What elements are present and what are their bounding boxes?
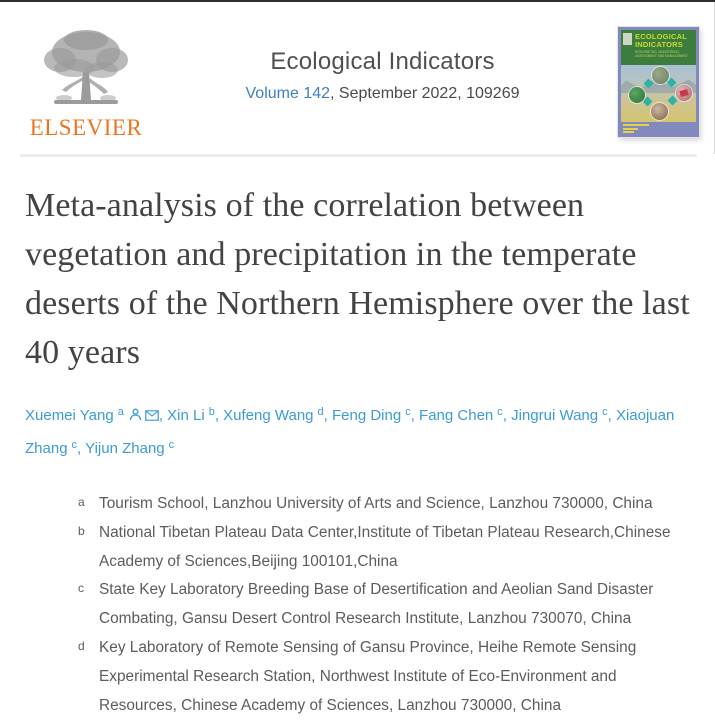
author-name-link[interactable]: Yijun Zhang (85, 440, 165, 457)
affiliation-item: d Key Laboratory of Remote Sensing of Gan… (78, 634, 691, 720)
author-name-link[interactable]: Xufeng Wang (223, 407, 314, 424)
cover-title-line1: ECOLOGICAL (635, 32, 687, 41)
author-name-link[interactable]: Xuemei Yang (25, 407, 114, 424)
author: Xuemei Yang a , (25, 406, 168, 424)
author-list: Xuemei Yang a , Xin Li b, Xufeng Wang d, Fe… (25, 397, 691, 463)
cover-header: ECOLOGICAL INDICATORS INTEGRATING, MONIT… (621, 30, 696, 65)
affiliation-text: Key Laboratory of Remote Sensing of Gans… (99, 638, 637, 714)
issue-date-text: , September 2022, 109269 (330, 85, 520, 102)
affiliation-item: b National Tibetan Plateau Data Center,In… (78, 519, 691, 577)
header-divider (20, 154, 697, 157)
author-name-link[interactable]: Xiaojuan Zhang (25, 407, 675, 457)
article-head: Meta-analysis of the correlation between… (0, 157, 715, 720)
author-affiliation-sup: b (208, 406, 215, 418)
cover-mini-logo-icon (623, 33, 632, 45)
author-affiliation-sup: c (168, 439, 175, 451)
author-separator: , (323, 407, 332, 424)
cover-title-line2: INDICATORS (635, 40, 683, 49)
author-affiliation-sup: c (71, 439, 78, 451)
author-affiliation-sup: c (602, 406, 608, 418)
affiliation-text: Tourism School, Lanzhou University of Ar… (99, 495, 653, 512)
author: Yijun Zhang c (85, 439, 175, 457)
author-separator: , (607, 407, 616, 424)
affiliation-label: d (78, 638, 85, 653)
affiliation-item: c State Key Laboratory Breeding Base of D… (78, 576, 691, 634)
author: Jingrui Wang c, (511, 406, 616, 424)
affiliation-text: State Key Laboratory Breeding Base of De… (99, 581, 654, 628)
author-separator: , (410, 407, 420, 424)
cover-circle-moss (652, 67, 669, 84)
author: Xufeng Wang d, (223, 406, 332, 424)
journal-issue-line: Volume 142, September 2022, 109269 (147, 85, 618, 103)
journal-title-link[interactable]: Ecological Indicators (270, 48, 495, 75)
author-name-link[interactable]: Fang Chen (419, 407, 494, 424)
cover-subtitle: INTEGRATING, MONITORING, ASSESSMENT AND … (635, 50, 688, 58)
envelope-icon[interactable] (145, 410, 159, 421)
affiliation-text: National Tibetan Plateau Data Center,Ins… (99, 523, 671, 570)
author: Xin Li b, (167, 406, 224, 424)
author-separator: , (77, 440, 86, 457)
author-separator: , (158, 407, 168, 424)
cover-footer (621, 122, 696, 137)
affiliation-item: a Tourism School, Lanzhou University of A… (78, 490, 691, 519)
affiliation-list: a Tourism School, Lanzhou University of A… (25, 490, 691, 720)
author: Feng Ding c, (331, 406, 420, 424)
author-separator: , (214, 407, 224, 424)
affiliation-label: b (78, 523, 85, 538)
affiliation-label: c (78, 581, 84, 596)
author-name-link[interactable]: Xin Li (167, 407, 205, 424)
author-name-link[interactable]: Jingrui Wang (511, 407, 599, 424)
cover-circle-sample (676, 85, 692, 101)
volume-link[interactable]: Volume 142 (245, 85, 331, 102)
elsevier-wordmark: ELSEVIER (29, 115, 143, 140)
journal-cover-thumbnail[interactable]: ECOLOGICAL INDICATORS INTEGRATING, MONIT… (618, 27, 699, 137)
author: Xiaojuan Zhang c, (25, 407, 674, 457)
author-affiliation-sup: a (117, 406, 124, 418)
article-title: Meta-analysis of the correlation between… (25, 187, 690, 371)
author-affiliation-sup: c (405, 406, 411, 418)
author-separator: , (502, 407, 512, 424)
author-affiliation-sup: c (497, 406, 503, 418)
author-name-link[interactable]: Feng Ding (331, 407, 402, 424)
person-icon[interactable] (129, 408, 142, 421)
author-affiliation-sup: d (317, 406, 324, 418)
cover-artwork (621, 65, 696, 122)
affiliation-label: a (78, 495, 85, 509)
elsevier-tree-icon (44, 30, 128, 104)
journal-banner: ELSEVIER Ecological Indicators Volume 14… (0, 2, 715, 154)
cover-circle-animal (651, 103, 668, 120)
elsevier-logo[interactable]: ELSEVIER (25, 26, 147, 139)
author: Fang Chen c, (419, 406, 512, 424)
cover-circle-plant (629, 87, 645, 103)
